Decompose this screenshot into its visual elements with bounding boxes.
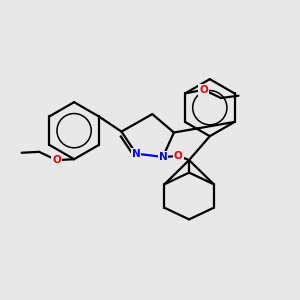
Text: O: O [199, 85, 208, 95]
Text: O: O [52, 155, 61, 165]
Text: O: O [174, 151, 183, 161]
Text: N: N [132, 149, 141, 159]
Text: N: N [158, 152, 167, 162]
